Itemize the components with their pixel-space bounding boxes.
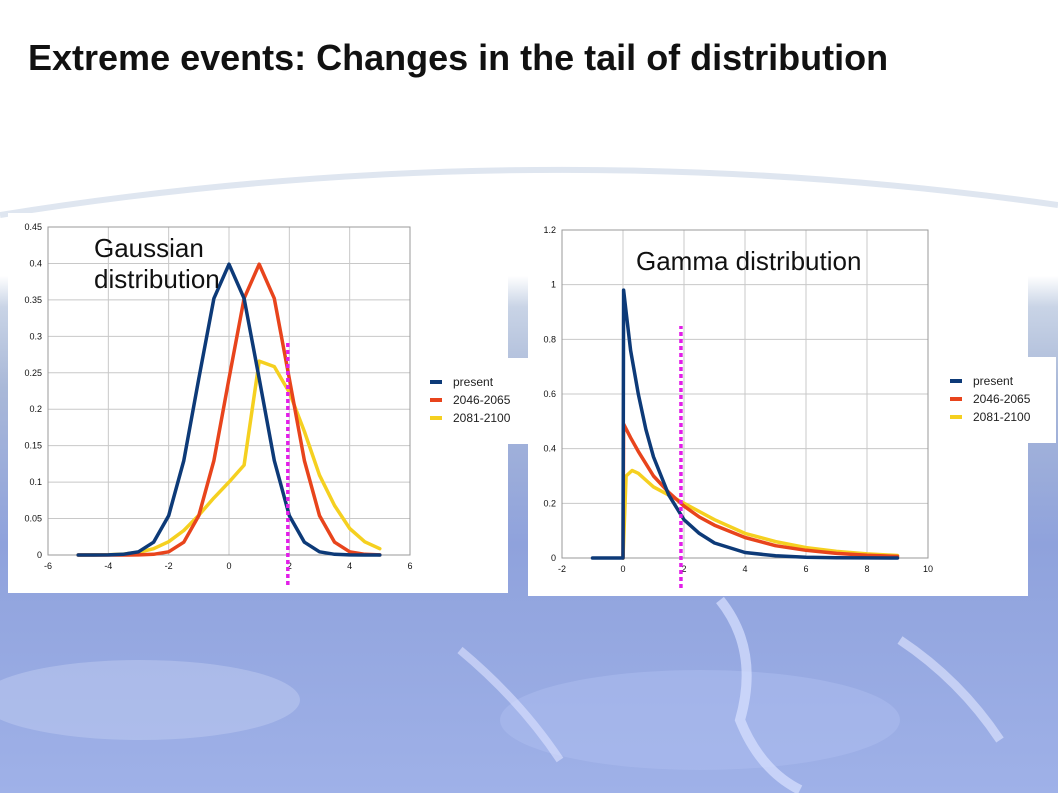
y-tick-label: 0 — [551, 553, 556, 563]
legend-swatch-2046-2065 — [950, 397, 962, 401]
gamma-label-line-1: Gamma distribution — [636, 246, 862, 276]
series-line-2046-2065 — [621, 422, 900, 560]
plot-area-border — [561, 229, 929, 559]
legend-label-2081-2100: 2081-2100 — [453, 411, 511, 425]
x-tick-label: 2 — [287, 561, 292, 571]
legend-swatch-present — [430, 380, 442, 384]
gaussian-label-line-2: distribution — [94, 264, 220, 294]
series-line-present — [76, 262, 382, 557]
legend-swatch-present — [950, 379, 962, 383]
y-tick-label: 0.4 — [29, 258, 42, 268]
gamma-chart-label: Gamma distribution — [636, 246, 861, 277]
y-tick-label: 0.2 — [29, 404, 42, 414]
legend-swatch-2081-2100 — [430, 416, 442, 420]
y-tick-label: 1 — [551, 280, 556, 290]
legend-label-present: present — [973, 374, 1014, 388]
plot-area-border — [47, 226, 411, 556]
y-tick-label: 0.6 — [543, 389, 556, 399]
y-tick-label: 0.15 — [24, 441, 42, 451]
y-tick-label: 0.4 — [543, 444, 556, 454]
gamma-chart-panel: 0 0.2 0.4 0.6 0.8 1 1.2 -2 0 2 4 6 8 10 Gamma distrib… — [528, 215, 1028, 596]
x-tick-label: 10 — [923, 564, 933, 574]
y-tick-label: 0.05 — [24, 514, 42, 524]
gaussian-label-line-1: Gaussian — [94, 233, 204, 263]
y-tick-label: 0.25 — [24, 368, 42, 378]
y-tick-label: 0 — [37, 550, 42, 560]
series-line-2081-2100 — [621, 468, 900, 560]
legend-swatch-2046-2065 — [430, 398, 442, 402]
series-line-present — [590, 288, 900, 560]
y-tick-label: 1.2 — [543, 225, 556, 235]
x-tick-label: 0 — [226, 561, 231, 571]
x-tick-label: 0 — [620, 564, 625, 574]
y-tick-label: 0.2 — [543, 498, 556, 508]
gaussian-legend: present 2046-2065 2081-2100 — [426, 358, 536, 444]
x-tick-label: 6 — [407, 561, 412, 571]
legend-label-2046-2065: 2046-2065 — [453, 393, 511, 407]
x-tick-label: -4 — [104, 561, 112, 571]
legend-swatch-2081-2100 — [950, 415, 962, 419]
x-tick-label: 4 — [742, 564, 747, 574]
x-tick-label: 6 — [803, 564, 808, 574]
gamma-legend: present 2046-2065 2081-2100 — [946, 357, 1056, 443]
x-tick-label: -6 — [44, 561, 52, 571]
x-tick-label: -2 — [558, 564, 566, 574]
slide-title: Extreme events: Changes in the tail of d… — [28, 37, 889, 78]
gaussian-chart-panel: 0 0.05 0.1 0.15 0.2 0.25 0.3 0.35 0.4 0.45 -6 -4 -2 0… — [8, 213, 508, 593]
legend-label-present: present — [453, 375, 494, 389]
x-tick-label: 4 — [347, 561, 352, 571]
gaussian-chart: 0 0.05 0.1 0.15 0.2 0.25 0.3 0.35 0.4 0.45 -6 -4 -2 0… — [24, 222, 413, 585]
y-tick-label: 0.8 — [543, 334, 556, 344]
x-tick-label: -2 — [165, 561, 173, 571]
y-tick-label: 0.3 — [29, 331, 42, 341]
gaussian-chart-label: Gaussian distribution — [94, 233, 220, 295]
gamma-chart: 00.20.40.60.811.2-2 0 2 4 6 8 10 — [543, 225, 933, 588]
x-tick-label: 2 — [681, 564, 686, 574]
y-tick-label: 0.1 — [29, 477, 42, 487]
y-tick-label: 0.45 — [24, 222, 42, 232]
legend-label-2046-2065: 2046-2065 — [973, 392, 1031, 406]
legend-label-2081-2100: 2081-2100 — [973, 410, 1031, 424]
x-tick-label: 8 — [864, 564, 869, 574]
y-tick-label: 0.35 — [24, 295, 42, 305]
